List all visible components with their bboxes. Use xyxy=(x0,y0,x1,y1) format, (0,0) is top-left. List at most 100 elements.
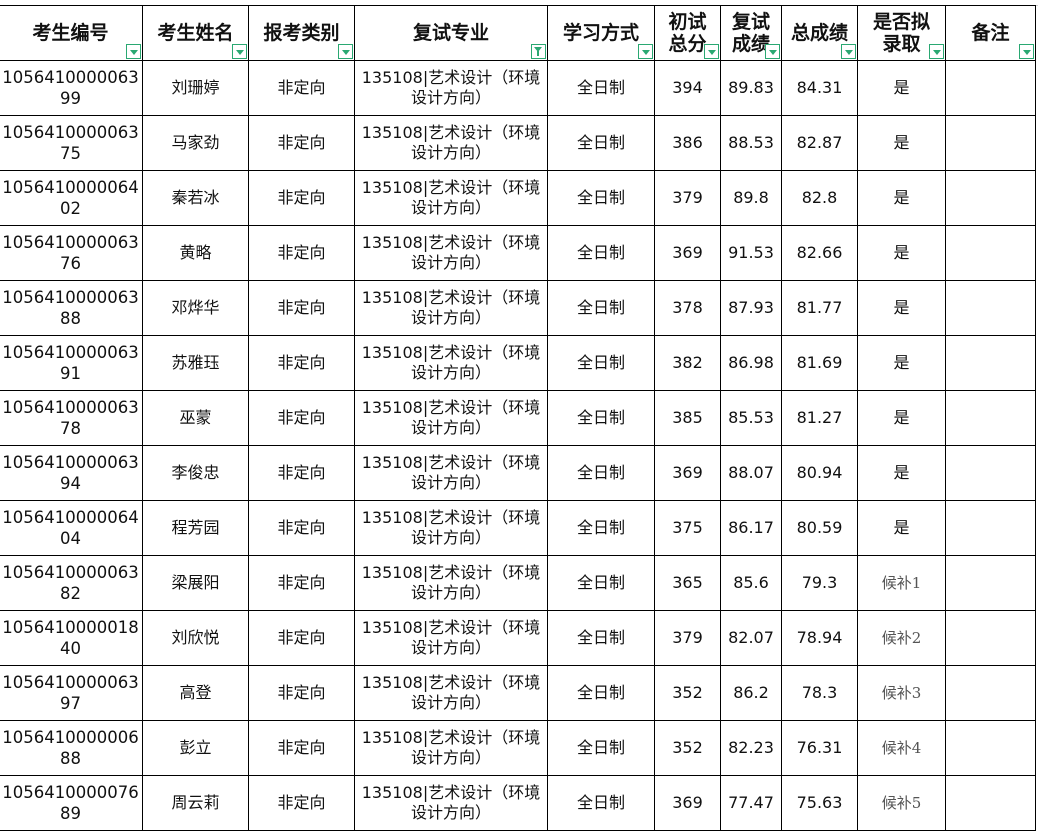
filter-dropdown-icon[interactable] xyxy=(841,44,856,59)
cell-total-score[interactable]: 84.31 xyxy=(781,60,858,116)
cell-retest-major[interactable]: 135108|艺术设计（环境设计方向） xyxy=(354,335,548,391)
cell-admission-status[interactable]: 是 xyxy=(857,60,946,116)
cell-retest-score[interactable]: 82.23 xyxy=(720,720,782,776)
cell-retest-major[interactable]: 135108|艺术设计（环境设计方向） xyxy=(354,720,548,776)
cell-application-type[interactable]: 非定向 xyxy=(248,60,355,116)
cell-study-mode[interactable]: 全日制 xyxy=(547,225,655,281)
cell-candidate-name[interactable]: 周云莉 xyxy=(142,775,249,831)
cell-study-mode[interactable]: 全日制 xyxy=(547,390,655,446)
cell-admission-status[interactable]: 是 xyxy=(857,225,946,281)
cell-initial-score[interactable]: 385 xyxy=(654,390,721,446)
cell-application-type[interactable]: 非定向 xyxy=(248,280,355,336)
cell-initial-score[interactable]: 365 xyxy=(654,555,721,611)
cell-total-score[interactable]: 80.94 xyxy=(781,445,858,501)
cell-application-type[interactable]: 非定向 xyxy=(248,610,355,666)
cell-candidate-name[interactable]: 刘珊婷 xyxy=(142,60,249,116)
cell-retest-score[interactable]: 89.8 xyxy=(720,170,782,226)
filter-dropdown-icon[interactable] xyxy=(638,44,653,59)
cell-candidate-id[interactable]: 105641000006382 xyxy=(0,555,143,611)
cell-study-mode[interactable]: 全日制 xyxy=(547,500,655,556)
cell-total-score[interactable]: 81.27 xyxy=(781,390,858,446)
cell-application-type[interactable]: 非定向 xyxy=(248,720,355,776)
cell-remarks[interactable] xyxy=(945,390,1036,446)
cell-candidate-id[interactable]: 105641000000688 xyxy=(0,720,143,776)
cell-retest-major[interactable]: 135108|艺术设计（环境设计方向） xyxy=(354,500,548,556)
filter-active-icon[interactable] xyxy=(531,44,546,59)
cell-candidate-id[interactable]: 105641000006402 xyxy=(0,170,143,226)
cell-initial-score[interactable]: 352 xyxy=(654,665,721,721)
cell-application-type[interactable]: 非定向 xyxy=(248,225,355,281)
cell-candidate-name[interactable]: 梁展阳 xyxy=(142,555,249,611)
cell-candidate-name[interactable]: 苏雅珏 xyxy=(142,335,249,391)
cell-candidate-id[interactable]: 105641000006378 xyxy=(0,390,143,446)
cell-candidate-name[interactable]: 彭立 xyxy=(142,720,249,776)
cell-application-type[interactable]: 非定向 xyxy=(248,335,355,391)
cell-initial-score[interactable]: 369 xyxy=(654,775,721,831)
cell-remarks[interactable] xyxy=(945,60,1036,116)
cell-total-score[interactable]: 81.77 xyxy=(781,280,858,336)
cell-remarks[interactable] xyxy=(945,115,1036,171)
cell-initial-score[interactable]: 394 xyxy=(654,60,721,116)
cell-initial-score[interactable]: 369 xyxy=(654,445,721,501)
cell-study-mode[interactable]: 全日制 xyxy=(547,60,655,116)
cell-initial-score[interactable]: 375 xyxy=(654,500,721,556)
cell-remarks[interactable] xyxy=(945,170,1036,226)
cell-initial-score[interactable]: 378 xyxy=(654,280,721,336)
cell-retest-major[interactable]: 135108|艺术设计（环境设计方向） xyxy=(354,665,548,721)
filter-dropdown-icon[interactable] xyxy=(338,44,353,59)
cell-retest-major[interactable]: 135108|艺术设计（环境设计方向） xyxy=(354,225,548,281)
cell-retest-major[interactable]: 135108|艺术设计（环境设计方向） xyxy=(354,60,548,116)
cell-remarks[interactable] xyxy=(945,775,1036,831)
cell-candidate-name[interactable]: 巫蒙 xyxy=(142,390,249,446)
cell-candidate-id[interactable]: 105641000001840 xyxy=(0,610,143,666)
cell-application-type[interactable]: 非定向 xyxy=(248,555,355,611)
cell-candidate-id[interactable]: 105641000007689 xyxy=(0,775,143,831)
cell-application-type[interactable]: 非定向 xyxy=(248,445,355,501)
cell-application-type[interactable]: 非定向 xyxy=(248,775,355,831)
cell-total-score[interactable]: 75.63 xyxy=(781,775,858,831)
cell-retest-major[interactable]: 135108|艺术设计（环境设计方向） xyxy=(354,390,548,446)
cell-candidate-name[interactable]: 秦若冰 xyxy=(142,170,249,226)
cell-admission-status[interactable]: 候补3 xyxy=(857,665,946,721)
filter-dropdown-icon[interactable] xyxy=(126,44,141,59)
cell-retest-major[interactable]: 135108|艺术设计（环境设计方向） xyxy=(354,610,548,666)
cell-admission-status[interactable]: 候补4 xyxy=(857,720,946,776)
cell-remarks[interactable] xyxy=(945,225,1036,281)
cell-total-score[interactable]: 79.3 xyxy=(781,555,858,611)
cell-total-score[interactable]: 78.94 xyxy=(781,610,858,666)
cell-candidate-name[interactable]: 邓烨华 xyxy=(142,280,249,336)
cell-candidate-name[interactable]: 马家劲 xyxy=(142,115,249,171)
cell-total-score[interactable]: 81.69 xyxy=(781,335,858,391)
cell-admission-status[interactable]: 候补5 xyxy=(857,775,946,831)
cell-candidate-id[interactable]: 105641000006404 xyxy=(0,500,143,556)
cell-retest-score[interactable]: 77.47 xyxy=(720,775,782,831)
cell-candidate-id[interactable]: 105641000006388 xyxy=(0,280,143,336)
cell-study-mode[interactable]: 全日制 xyxy=(547,720,655,776)
cell-admission-status[interactable]: 是 xyxy=(857,170,946,226)
cell-retest-major[interactable]: 135108|艺术设计（环境设计方向） xyxy=(354,280,548,336)
cell-study-mode[interactable]: 全日制 xyxy=(547,775,655,831)
cell-candidate-name[interactable]: 程芳园 xyxy=(142,500,249,556)
cell-total-score[interactable]: 78.3 xyxy=(781,665,858,721)
cell-retest-score[interactable]: 87.93 xyxy=(720,280,782,336)
cell-retest-score[interactable]: 85.53 xyxy=(720,390,782,446)
filter-dropdown-icon[interactable] xyxy=(929,44,944,59)
cell-remarks[interactable] xyxy=(945,720,1036,776)
cell-total-score[interactable]: 82.66 xyxy=(781,225,858,281)
cell-retest-score[interactable]: 86.17 xyxy=(720,500,782,556)
cell-admission-status[interactable]: 候补1 xyxy=(857,555,946,611)
cell-study-mode[interactable]: 全日制 xyxy=(547,555,655,611)
filter-dropdown-icon[interactable] xyxy=(704,44,719,59)
cell-admission-status[interactable]: 候补2 xyxy=(857,610,946,666)
cell-admission-status[interactable]: 是 xyxy=(857,115,946,171)
cell-remarks[interactable] xyxy=(945,445,1036,501)
filter-dropdown-icon[interactable] xyxy=(1019,44,1034,59)
cell-retest-score[interactable]: 89.83 xyxy=(720,60,782,116)
cell-total-score[interactable]: 82.87 xyxy=(781,115,858,171)
cell-initial-score[interactable]: 379 xyxy=(654,170,721,226)
cell-remarks[interactable] xyxy=(945,335,1036,391)
cell-candidate-id[interactable]: 105641000006391 xyxy=(0,335,143,391)
cell-retest-major[interactable]: 135108|艺术设计（环境设计方向） xyxy=(354,170,548,226)
cell-candidate-id[interactable]: 105641000006397 xyxy=(0,665,143,721)
cell-total-score[interactable]: 82.8 xyxy=(781,170,858,226)
